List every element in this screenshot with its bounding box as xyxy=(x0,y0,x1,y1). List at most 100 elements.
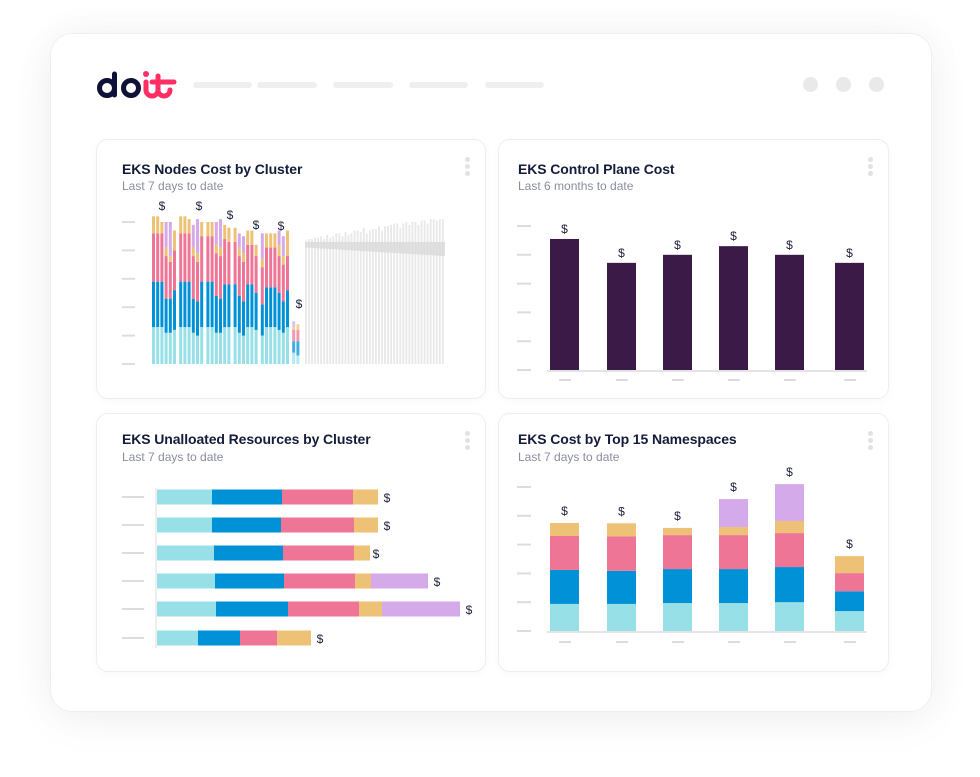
stacked-bar-segment xyxy=(269,247,273,288)
stacked-bar-segment xyxy=(292,327,296,330)
stacked-bar-segment xyxy=(219,332,222,364)
stacked-bar-segment xyxy=(277,293,281,330)
stacked-bar-segment xyxy=(212,517,281,533)
stacked-bar-segment xyxy=(250,230,254,245)
kebab-icon[interactable] xyxy=(868,157,874,179)
stacked-bar-segment xyxy=(260,335,264,364)
stacked-bar-segment xyxy=(200,327,204,364)
doit-logo[interactable] xyxy=(96,68,178,102)
kebab-icon[interactable] xyxy=(465,157,471,179)
data-label: $ xyxy=(384,491,391,505)
stacked-bar-segment xyxy=(196,253,199,262)
stacked-bar-segment xyxy=(246,327,250,364)
card-subtitle: Last 7 days to date xyxy=(122,450,224,464)
stacked-bar-segment xyxy=(719,527,748,536)
stacked-bar-segment xyxy=(210,236,214,282)
forecast-bar xyxy=(408,224,411,364)
stacked-bar-segment xyxy=(265,247,268,288)
window-dot-icon[interactable] xyxy=(869,77,884,92)
stacked-bar-segment xyxy=(607,603,636,631)
forecast-bar xyxy=(344,231,347,364)
stacked-bar-segment xyxy=(292,352,296,364)
forecast-bar xyxy=(417,224,420,364)
stacked-bar-segment xyxy=(292,321,296,328)
forecast-bar xyxy=(332,236,335,364)
card-subtitle: Last 7 days to date xyxy=(122,179,224,193)
stacked-bar-segment xyxy=(157,489,212,505)
stacked-bar-segment xyxy=(242,335,245,364)
stacked-bar-segment xyxy=(214,545,283,561)
stacked-bar-segment xyxy=(719,569,748,604)
forecast-bar xyxy=(356,230,359,364)
forecast-bar xyxy=(329,237,332,364)
stacked-bar-segment xyxy=(227,284,231,328)
stacked-bar-segment xyxy=(254,244,258,257)
stacked-bar-segment xyxy=(214,332,218,364)
stacked-bar-segment xyxy=(187,233,191,282)
nav-placeholder[interactable] xyxy=(333,82,393,88)
window-dot-icon[interactable] xyxy=(803,77,818,92)
stacked-bar-segment xyxy=(835,556,864,574)
stacked-bar-segment xyxy=(227,241,231,285)
nav-placeholder[interactable] xyxy=(485,82,544,88)
stacked-bar-segment xyxy=(210,222,214,237)
stacked-bar-segment xyxy=(277,244,281,257)
stacked-bar-segment xyxy=(168,261,172,299)
stacked-bar-segment xyxy=(156,281,160,328)
forecast-bar xyxy=(390,224,393,364)
stacked-bar-segment xyxy=(359,601,382,617)
stacked-bar-segment xyxy=(296,341,300,356)
stacked-bar-segment xyxy=(219,247,222,257)
forecast-bar xyxy=(414,222,417,364)
stacked-bar-segment xyxy=(183,281,187,328)
stacked-bar-segment xyxy=(286,256,289,291)
stacked-bar-segment xyxy=(296,355,300,364)
data-label: $ xyxy=(159,199,166,213)
nav-placeholder[interactable] xyxy=(409,82,468,88)
stacked-bar-segment xyxy=(371,573,428,589)
forecast-band xyxy=(305,241,445,257)
stacked-bar-segment xyxy=(233,284,237,328)
stacked-bar-segment xyxy=(835,611,864,631)
stacked-bar-segment xyxy=(198,630,240,646)
card-eks-unallocated-resources: EKS Unalloated Resources by Cluster Last… xyxy=(96,413,486,672)
stacked-bar-segment xyxy=(233,227,237,242)
forecast-bar xyxy=(396,223,399,364)
stacked-bar-segment xyxy=(191,332,195,364)
stacked-bar-segment xyxy=(164,332,168,364)
stacked-bar-segment xyxy=(663,527,692,536)
forecast-bar xyxy=(338,233,341,364)
stacked-bar-segment xyxy=(157,517,212,533)
stacked-bar-segment xyxy=(206,222,210,237)
stacked-bar-segment xyxy=(152,233,155,282)
nav-placeholder[interactable] xyxy=(257,82,317,88)
card-title: EKS Nodes Cost by Cluster xyxy=(122,161,303,177)
window-dot-icon[interactable] xyxy=(836,77,851,92)
stacked-bar-segment xyxy=(835,573,864,592)
forecast-bar xyxy=(368,230,371,364)
data-label: $ xyxy=(561,504,568,518)
forecast-bar xyxy=(435,220,438,364)
forecast-bar xyxy=(353,230,356,364)
kebab-icon[interactable] xyxy=(465,431,471,453)
nav-placeholder[interactable] xyxy=(193,82,252,88)
stacked-bar-segment xyxy=(283,545,354,561)
stacked-bar-segment xyxy=(173,230,176,251)
stacked-bar-segment xyxy=(196,301,199,336)
stacked-bar-segment xyxy=(292,341,296,353)
stacked-bar-segment xyxy=(240,630,277,646)
kebab-icon[interactable] xyxy=(868,431,874,453)
card-subtitle: Last 6 months to date xyxy=(518,179,634,193)
stacked-bar-segment xyxy=(156,233,160,282)
stacked-bar-segment xyxy=(164,222,168,248)
stacked-bar-segment xyxy=(237,332,241,364)
forecast-bar xyxy=(350,233,353,364)
stacked-bar-segment xyxy=(242,236,245,254)
stacked-bar-segment xyxy=(775,520,804,534)
stacked-bar-segment xyxy=(250,244,254,285)
stacked-bar-segment xyxy=(152,327,155,364)
stacked-bar-segment xyxy=(200,236,204,282)
data-label: $ xyxy=(384,519,391,533)
stacked-bar-segment xyxy=(250,327,254,364)
stacked-bar-segment xyxy=(282,489,353,505)
